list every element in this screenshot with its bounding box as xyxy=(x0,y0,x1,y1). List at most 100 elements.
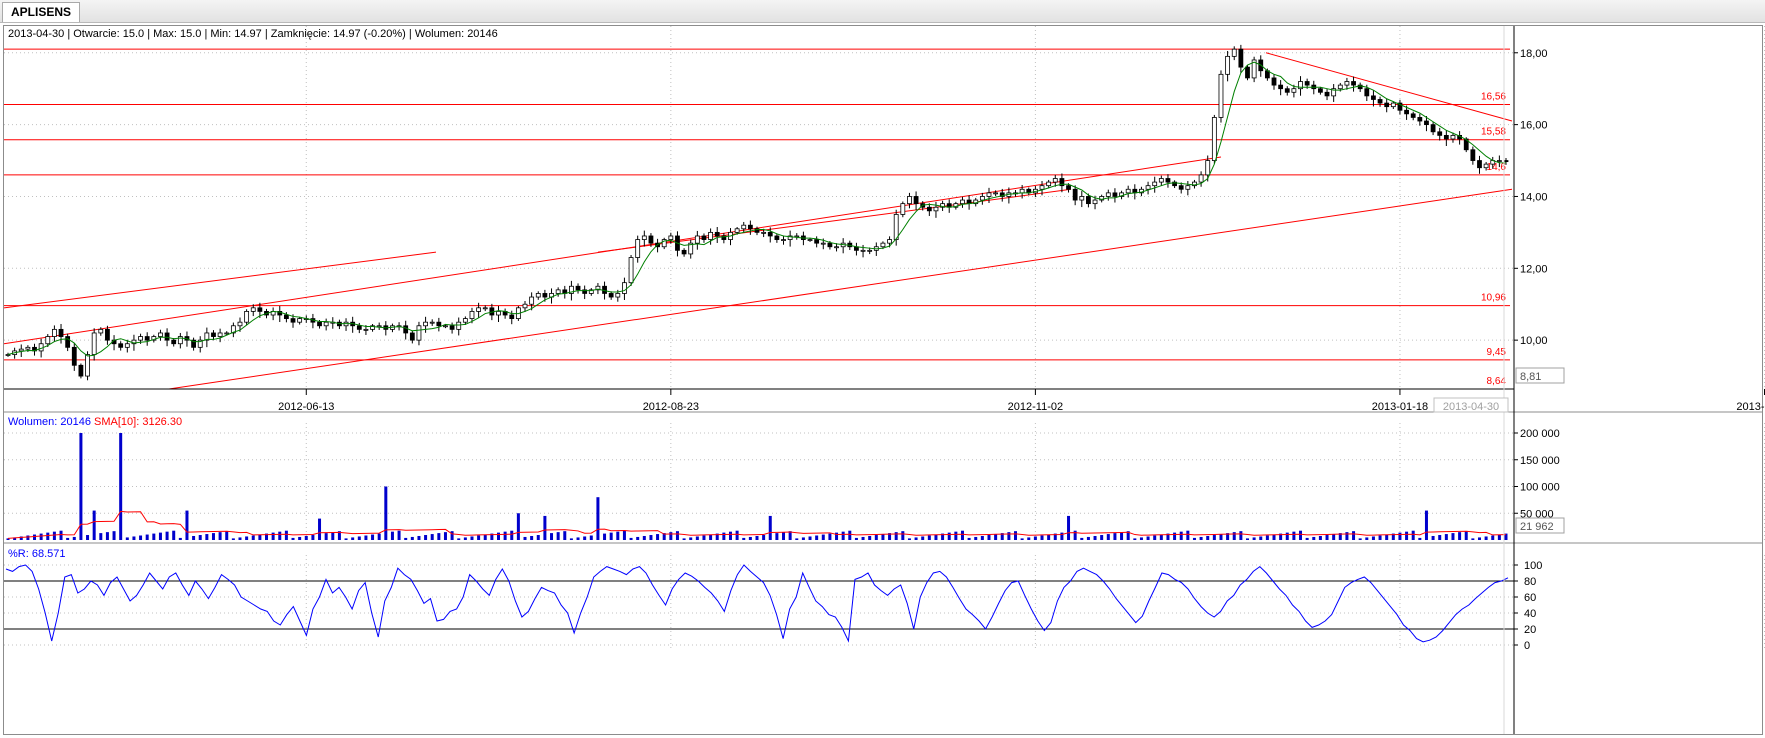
candle xyxy=(1165,174,1171,188)
volume-bar xyxy=(238,537,242,540)
volume-bar xyxy=(1378,535,1382,540)
volume-bar xyxy=(682,538,686,540)
volume-bar xyxy=(357,536,361,540)
tab-aplisens[interactable]: APLISENS xyxy=(2,2,81,22)
current-value-label: 8,81 xyxy=(1520,371,1541,383)
volume-bar xyxy=(1491,535,1495,540)
candle xyxy=(270,307,276,321)
volume-bar xyxy=(821,534,825,540)
candle-body xyxy=(1145,185,1151,190)
volume-bar xyxy=(748,536,752,540)
level-label: 8,64 xyxy=(1487,376,1507,387)
candle xyxy=(714,226,720,243)
volume-bar xyxy=(1047,534,1051,540)
volume-bar xyxy=(218,532,222,540)
candle xyxy=(1404,105,1409,120)
candle xyxy=(641,230,647,247)
candle xyxy=(1158,175,1164,186)
volume-tick-label: 50 000 xyxy=(1520,508,1554,520)
candle xyxy=(244,309,250,325)
candle xyxy=(277,306,283,323)
candle xyxy=(854,242,859,256)
volume-bar xyxy=(1497,534,1501,540)
candle xyxy=(1417,113,1423,126)
axis-layer: 18,00 16,00 14,00 12,00 10,00 2012-06-13 2012-… xyxy=(4,26,1765,734)
volume-bar xyxy=(841,531,845,540)
candle xyxy=(522,300,528,313)
volume-bar xyxy=(709,534,713,540)
candle-body xyxy=(774,235,780,240)
volume-bar xyxy=(1345,532,1349,540)
candle-body xyxy=(960,199,965,205)
candle xyxy=(5,352,11,357)
candle-body xyxy=(1059,178,1065,187)
volume-bar xyxy=(152,533,156,540)
volume-bar xyxy=(1471,538,1475,540)
volume-bar xyxy=(390,531,394,540)
volume-bar xyxy=(1239,531,1243,540)
candle-body xyxy=(761,231,767,234)
candle-body xyxy=(648,235,654,244)
volume-sma-line xyxy=(7,510,1507,539)
price-moving-average xyxy=(7,61,1507,357)
volume-bar xyxy=(881,534,885,540)
volume-bar xyxy=(245,536,249,540)
volume-bar xyxy=(1020,538,1024,540)
candle xyxy=(1238,44,1244,73)
candle xyxy=(1218,70,1224,123)
candle-body xyxy=(85,354,90,377)
candle xyxy=(741,221,747,233)
candle xyxy=(230,322,236,338)
candle-body xyxy=(105,328,110,341)
level-label: 15,58 xyxy=(1481,127,1506,138)
volume-bar xyxy=(1265,535,1269,540)
candle-body xyxy=(741,224,747,230)
volume-bar xyxy=(1325,535,1329,540)
candle xyxy=(1278,80,1284,96)
volume-bar xyxy=(1106,534,1110,540)
candle-body xyxy=(1019,188,1025,194)
candle-body xyxy=(224,332,230,335)
x-tick-label: 2013-04-02 xyxy=(1736,401,1765,413)
candle-body xyxy=(283,314,289,319)
candle xyxy=(158,329,163,341)
candle xyxy=(661,237,667,250)
candle xyxy=(635,235,641,263)
volume-bar xyxy=(457,538,461,540)
volume-bar xyxy=(1477,537,1481,540)
candle xyxy=(171,337,177,347)
volume-bar xyxy=(1073,530,1077,540)
candle xyxy=(1211,114,1217,164)
last-date-label: 2013-04-30 xyxy=(1443,401,1499,413)
candle-body xyxy=(482,307,488,310)
candle xyxy=(535,291,541,300)
candle xyxy=(1039,181,1045,196)
price-tick-label: 16,00 xyxy=(1520,120,1548,132)
candle xyxy=(1271,74,1277,90)
candle-body xyxy=(867,249,873,252)
candle-body xyxy=(1125,188,1131,194)
volume-bar xyxy=(1232,532,1236,540)
candle xyxy=(1172,180,1177,189)
candle xyxy=(51,325,57,342)
volume-bar xyxy=(622,530,626,540)
volume-bar xyxy=(934,534,938,540)
volume-bar xyxy=(728,531,732,540)
candle xyxy=(482,305,488,312)
candle-body xyxy=(1463,138,1469,151)
volume-bar xyxy=(1252,537,1256,540)
trend-line xyxy=(597,188,1072,253)
candle xyxy=(58,323,64,344)
williams-r-panel xyxy=(4,564,1514,643)
candle xyxy=(323,318,329,331)
candle xyxy=(456,317,462,336)
wr-line xyxy=(5,564,1509,643)
volume-bar xyxy=(1305,537,1309,540)
candle xyxy=(310,313,316,329)
candle-body xyxy=(542,293,548,298)
candle xyxy=(787,230,793,247)
candle xyxy=(449,322,455,334)
volume-bar xyxy=(1186,530,1190,540)
volume-bar xyxy=(536,535,540,540)
